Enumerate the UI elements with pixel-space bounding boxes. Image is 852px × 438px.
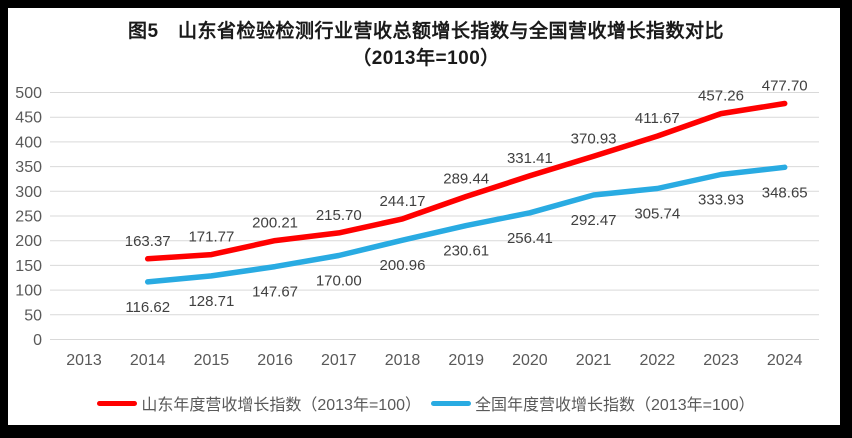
chart-subtitle: （2013年=100） — [352, 48, 500, 69]
legend-item-national: 全国年度营收增长指数（2013年=100） — [431, 391, 755, 415]
legend-label-national: 全国年度营收增长指数（2013年=100） — [475, 397, 755, 414]
national-line-swatch-icon — [431, 400, 471, 406]
chart-canvas: 图5 山东省检验检测行业营收总额增长指数与全国营收增长指数对比 （2013年=1… — [8, 8, 840, 425]
legend-label-shandong: 山东年度营收增长指数（2013年=100） — [141, 397, 421, 414]
chart-title: 图5 山东省检验检测行业营收总额增长指数与全国营收增长指数对比 — [127, 21, 725, 42]
legend-item-shandong: 山东年度营收增长指数（2013年=100） — [97, 391, 421, 415]
chart-title-block: 图5 山东省检验检测行业营收总额增长指数与全国营收增长指数对比 （2013年=1… — [8, 18, 844, 72]
shandong-line-swatch-icon — [97, 400, 138, 406]
chart-legend: 山东年度营收增长指数（2013年=100） 全国年度营收增长指数（2013年=1… — [8, 391, 844, 415]
